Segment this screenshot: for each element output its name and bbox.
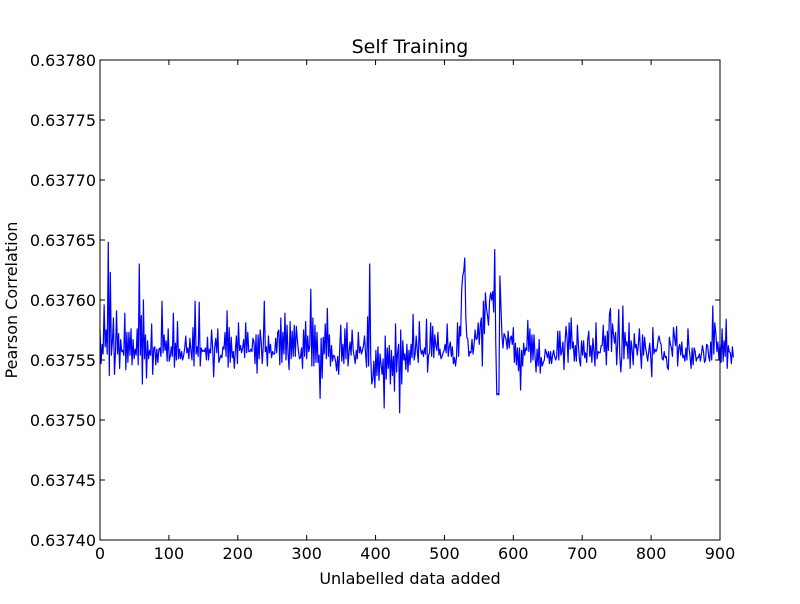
x-tick-label: 500: [429, 544, 460, 563]
y-tick-label: 0.63775: [30, 111, 96, 130]
y-tick-label: 0.63760: [30, 291, 96, 310]
x-tick-label: 700: [567, 544, 598, 563]
x-tick-label: 400: [360, 544, 391, 563]
x-tick-label: 900: [705, 544, 736, 563]
y-tick-label: 0.63750: [30, 411, 96, 430]
y-axis: 0.63740 0.63745 0.63750 0.63755 0.63760 0.637…: [30, 51, 720, 550]
x-tick-label: 600: [498, 544, 529, 563]
y-tick-label: 0.63780: [30, 51, 96, 70]
x-tick-label: 200: [223, 544, 254, 563]
x-tick-label: 300: [291, 544, 322, 563]
y-tick-label: 0.63755: [30, 351, 96, 370]
y-tick-label: 0.63745: [30, 471, 96, 490]
plot-area: [99, 241, 735, 414]
x-axis-label: Unlabelled data added: [319, 569, 500, 588]
x-tick-label: 800: [636, 544, 667, 563]
x-tick-label: 100: [154, 544, 185, 563]
y-tick-label: 0.63740: [30, 531, 96, 550]
y-tick-label: 0.63770: [30, 171, 96, 190]
x-axis: 0 100 200 300 400 500 600 700 800 900: [95, 60, 735, 563]
series-line-0: [99, 241, 735, 414]
x-tick-label: 0: [95, 544, 105, 563]
plot-frame: [99, 59, 721, 541]
y-tick-label: 0.63765: [30, 231, 96, 250]
y-axis-label: Pearson Correlation: [2, 222, 21, 379]
chart-title: Self Training: [352, 36, 469, 58]
